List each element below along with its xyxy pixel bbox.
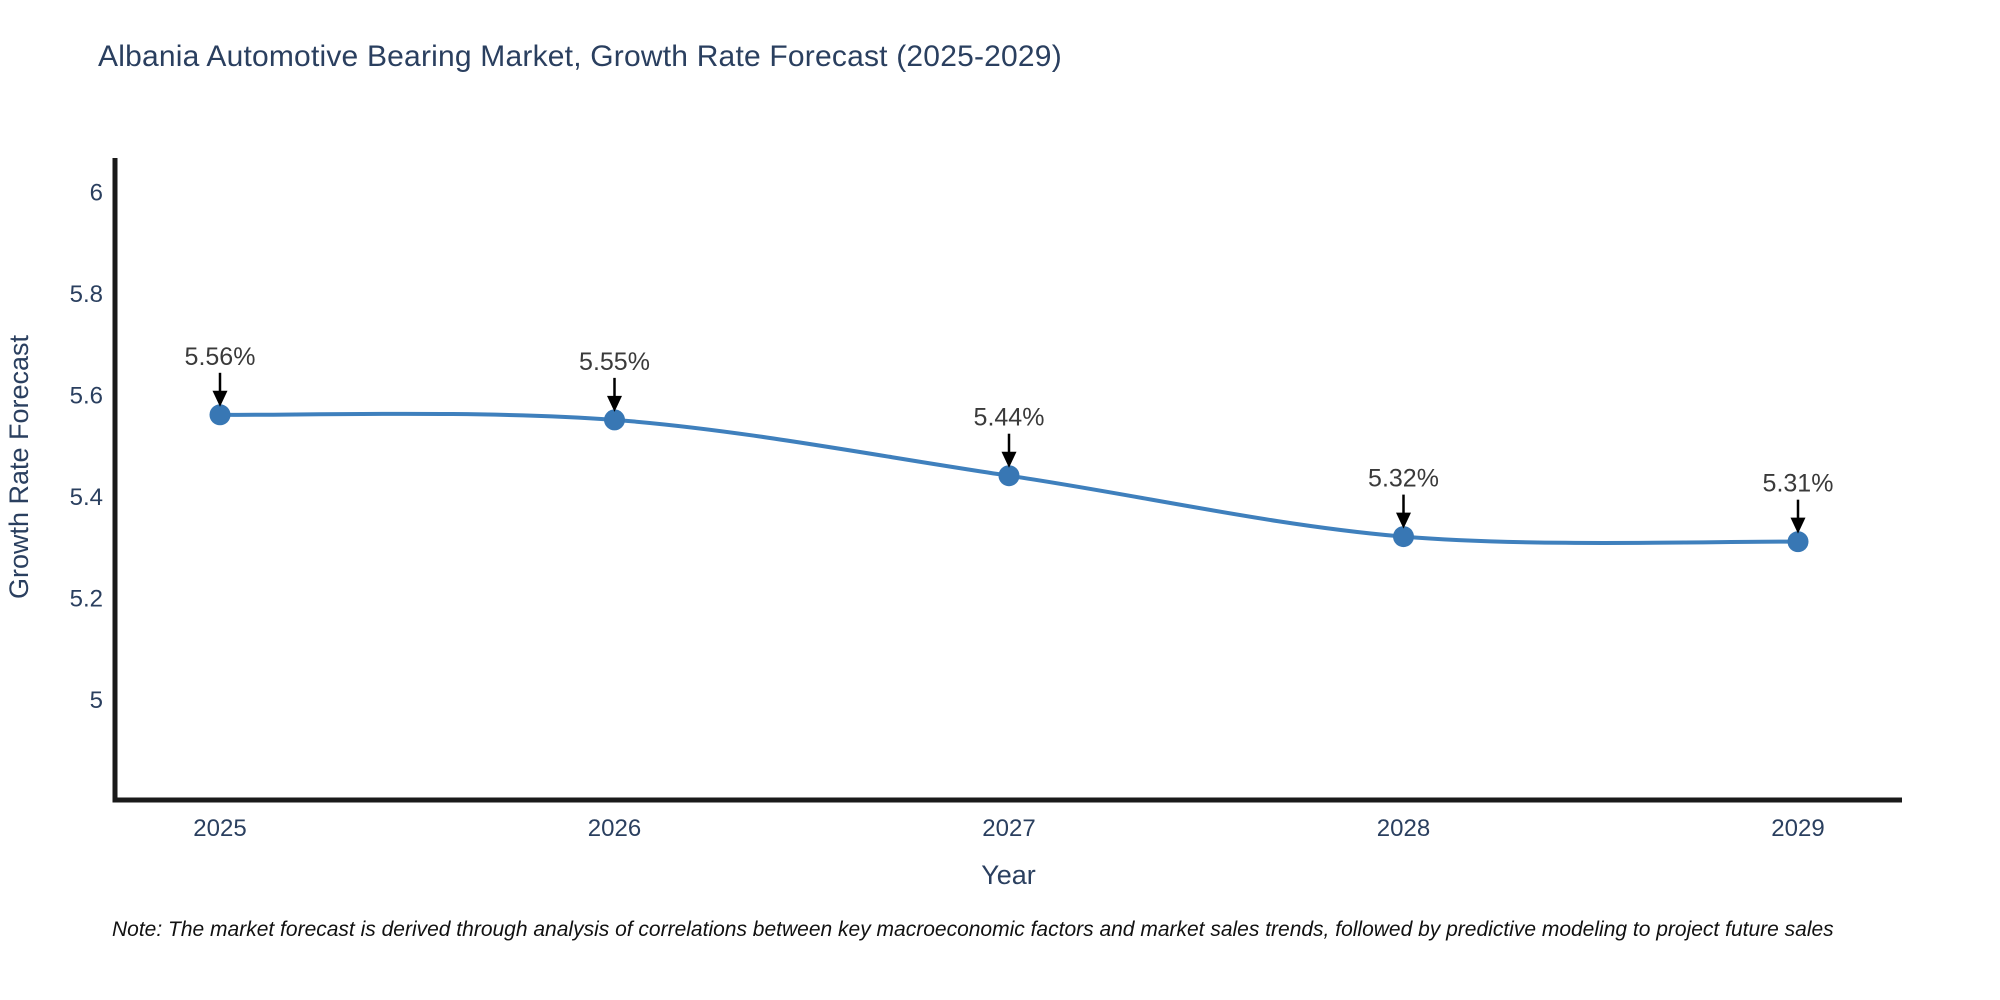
annotation-arrowhead bbox=[1001, 451, 1017, 468]
footnote: Note: The market forecast is derived thr… bbox=[112, 918, 1834, 941]
y-tick-label: 5 bbox=[90, 687, 103, 714]
data-point-marker bbox=[604, 409, 625, 431]
annotation-label: 5.55% bbox=[579, 348, 650, 376]
x-axis-title: Year bbox=[981, 860, 1036, 890]
annotation-arrowhead bbox=[607, 395, 622, 412]
annotation-arrowhead bbox=[1790, 517, 1806, 534]
x-tick-label: 2028 bbox=[1377, 815, 1430, 842]
data-point-marker bbox=[998, 465, 1020, 487]
annotation-label: 5.56% bbox=[185, 343, 256, 371]
y-tick-label: 5.2 bbox=[70, 586, 103, 613]
data-point-marker bbox=[1393, 526, 1414, 548]
y-tick-label: 5.6 bbox=[70, 383, 103, 410]
annotation-label: 5.32% bbox=[1368, 465, 1439, 493]
x-tick-label: 2027 bbox=[982, 815, 1035, 842]
y-tick-label: 5.8 bbox=[70, 281, 103, 308]
annotation-arrowhead bbox=[1396, 512, 1411, 529]
y-axis-title: Growth Rate Forecast bbox=[4, 334, 34, 599]
data-point-marker bbox=[1787, 531, 1809, 553]
x-tick-label: 2025 bbox=[193, 815, 246, 842]
y-tick-label: 6 bbox=[90, 180, 103, 207]
annotation-arrowhead bbox=[212, 390, 228, 407]
x-tick-label: 2029 bbox=[1771, 815, 1824, 842]
chart-title: Albania Automotive Bearing Market, Growt… bbox=[98, 40, 1062, 73]
annotation-label: 5.44% bbox=[974, 404, 1045, 432]
data-point-marker bbox=[209, 404, 231, 426]
x-tick-label: 2026 bbox=[588, 815, 641, 842]
y-tick-label: 5.4 bbox=[70, 484, 103, 511]
annotation-label: 5.31% bbox=[1763, 470, 1834, 498]
